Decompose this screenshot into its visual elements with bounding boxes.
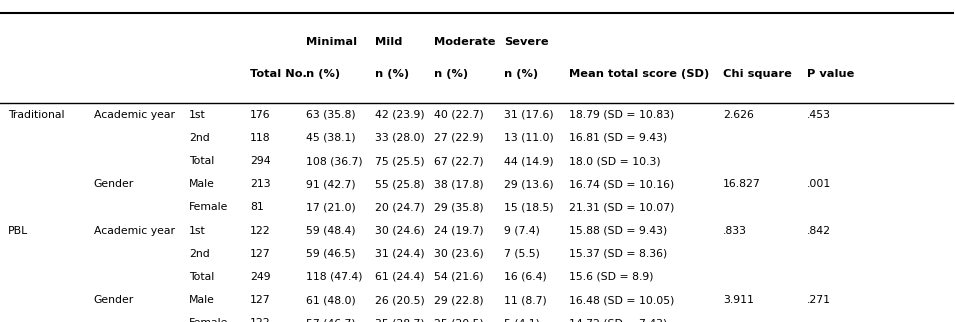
Text: 127: 127 (250, 295, 271, 305)
Text: 29 (22.8): 29 (22.8) (434, 295, 483, 305)
Text: 29 (35.8): 29 (35.8) (434, 202, 483, 213)
Text: 213: 213 (250, 179, 271, 189)
Text: Male: Male (189, 295, 215, 305)
Text: 54 (21.6): 54 (21.6) (434, 272, 483, 282)
Text: 17 (21.0): 17 (21.0) (306, 202, 355, 213)
Text: .453: .453 (807, 109, 831, 120)
Text: 7 (5.5): 7 (5.5) (504, 249, 541, 259)
Text: 30 (23.6): 30 (23.6) (434, 249, 483, 259)
Text: 45 (38.1): 45 (38.1) (306, 133, 355, 143)
Text: 16.48 (SD = 10.05): 16.48 (SD = 10.05) (569, 295, 674, 305)
Text: 15.6 (SD = 8.9): 15.6 (SD = 8.9) (569, 272, 653, 282)
Text: 2nd: 2nd (189, 133, 210, 143)
Text: Traditional: Traditional (8, 109, 64, 120)
Text: 16 (6.4): 16 (6.4) (504, 272, 547, 282)
Text: 21.31 (SD = 10.07): 21.31 (SD = 10.07) (569, 202, 674, 213)
Text: n (%): n (%) (434, 69, 468, 79)
Text: 55 (25.8): 55 (25.8) (375, 179, 425, 189)
Text: 26 (20.5): 26 (20.5) (375, 295, 425, 305)
Text: 5 (4.1): 5 (4.1) (504, 318, 541, 322)
Text: 1st: 1st (189, 109, 206, 120)
Text: Chi square: Chi square (723, 69, 792, 79)
Text: 249: 249 (250, 272, 271, 282)
Text: 81: 81 (250, 202, 264, 213)
Text: 9 (7.4): 9 (7.4) (504, 225, 541, 236)
Text: 14.72 (SD = 7.43): 14.72 (SD = 7.43) (569, 318, 668, 322)
Text: 1st: 1st (189, 225, 206, 236)
Text: 18.0 (SD = 10.3): 18.0 (SD = 10.3) (569, 156, 661, 166)
Text: 118: 118 (250, 133, 271, 143)
Text: 16.81 (SD = 9.43): 16.81 (SD = 9.43) (569, 133, 668, 143)
Text: Severe: Severe (504, 37, 549, 47)
Text: 40 (22.7): 40 (22.7) (434, 109, 483, 120)
Text: n (%): n (%) (504, 69, 539, 79)
Text: 294: 294 (250, 156, 271, 166)
Text: 118 (47.4): 118 (47.4) (306, 272, 362, 282)
Text: 67 (22.7): 67 (22.7) (434, 156, 483, 166)
Text: 61 (24.4): 61 (24.4) (375, 272, 425, 282)
Text: 15.37 (SD = 8.36): 15.37 (SD = 8.36) (569, 249, 668, 259)
Text: 57 (46.7): 57 (46.7) (306, 318, 355, 322)
Text: Total No.: Total No. (250, 69, 308, 79)
Text: 122: 122 (250, 318, 271, 322)
Text: 29 (13.6): 29 (13.6) (504, 179, 554, 189)
Text: .842: .842 (807, 225, 831, 236)
Text: 2nd: 2nd (189, 249, 210, 259)
Text: 63 (35.8): 63 (35.8) (306, 109, 355, 120)
Text: 3.911: 3.911 (723, 295, 753, 305)
Text: 122: 122 (250, 225, 271, 236)
Text: Female: Female (189, 202, 228, 213)
Text: Female: Female (189, 318, 228, 322)
Text: 16.74 (SD = 10.16): 16.74 (SD = 10.16) (569, 179, 674, 189)
Text: 61 (48.0): 61 (48.0) (306, 295, 355, 305)
Text: 2.626: 2.626 (723, 109, 753, 120)
Text: 44 (14.9): 44 (14.9) (504, 156, 554, 166)
Text: 75 (25.5): 75 (25.5) (375, 156, 425, 166)
Text: 59 (48.4): 59 (48.4) (306, 225, 355, 236)
Text: PBL: PBL (8, 225, 28, 236)
Text: Gender: Gender (94, 179, 134, 189)
Text: 13 (11.0): 13 (11.0) (504, 133, 554, 143)
Text: 31 (24.4): 31 (24.4) (375, 249, 425, 259)
Text: 27 (22.9): 27 (22.9) (434, 133, 483, 143)
Text: 20 (24.7): 20 (24.7) (375, 202, 425, 213)
Text: .271: .271 (807, 295, 831, 305)
Text: P value: P value (807, 69, 855, 79)
Text: 15 (18.5): 15 (18.5) (504, 202, 554, 213)
Text: 35 (28.7): 35 (28.7) (375, 318, 425, 322)
Text: 33 (28.0): 33 (28.0) (375, 133, 425, 143)
Text: 127: 127 (250, 249, 271, 259)
Text: Academic year: Academic year (94, 109, 175, 120)
Text: .833: .833 (723, 225, 747, 236)
Text: 59 (46.5): 59 (46.5) (306, 249, 355, 259)
Text: Male: Male (189, 179, 215, 189)
Text: 15.88 (SD = 9.43): 15.88 (SD = 9.43) (569, 225, 668, 236)
Text: 42 (23.9): 42 (23.9) (375, 109, 425, 120)
Text: 11 (8.7): 11 (8.7) (504, 295, 547, 305)
Text: Total: Total (189, 272, 214, 282)
Text: Mild: Mild (375, 37, 403, 47)
Text: n (%): n (%) (306, 69, 340, 79)
Text: 176: 176 (250, 109, 271, 120)
Text: 30 (24.6): 30 (24.6) (375, 225, 425, 236)
Text: 108 (36.7): 108 (36.7) (306, 156, 362, 166)
Text: Mean total score (SD): Mean total score (SD) (569, 69, 710, 79)
Text: Academic year: Academic year (94, 225, 175, 236)
Text: 25 (20.5): 25 (20.5) (434, 318, 483, 322)
Text: 24 (19.7): 24 (19.7) (434, 225, 483, 236)
Text: Moderate: Moderate (434, 37, 495, 47)
Text: Gender: Gender (94, 295, 134, 305)
Text: 18.79 (SD = 10.83): 18.79 (SD = 10.83) (569, 109, 674, 120)
Text: 31 (17.6): 31 (17.6) (504, 109, 554, 120)
Text: 91 (42.7): 91 (42.7) (306, 179, 355, 189)
Text: n (%): n (%) (375, 69, 410, 79)
Text: Minimal: Minimal (306, 37, 357, 47)
Text: 16.827: 16.827 (723, 179, 761, 189)
Text: Total: Total (189, 156, 214, 166)
Text: .001: .001 (807, 179, 831, 189)
Text: 38 (17.8): 38 (17.8) (434, 179, 483, 189)
